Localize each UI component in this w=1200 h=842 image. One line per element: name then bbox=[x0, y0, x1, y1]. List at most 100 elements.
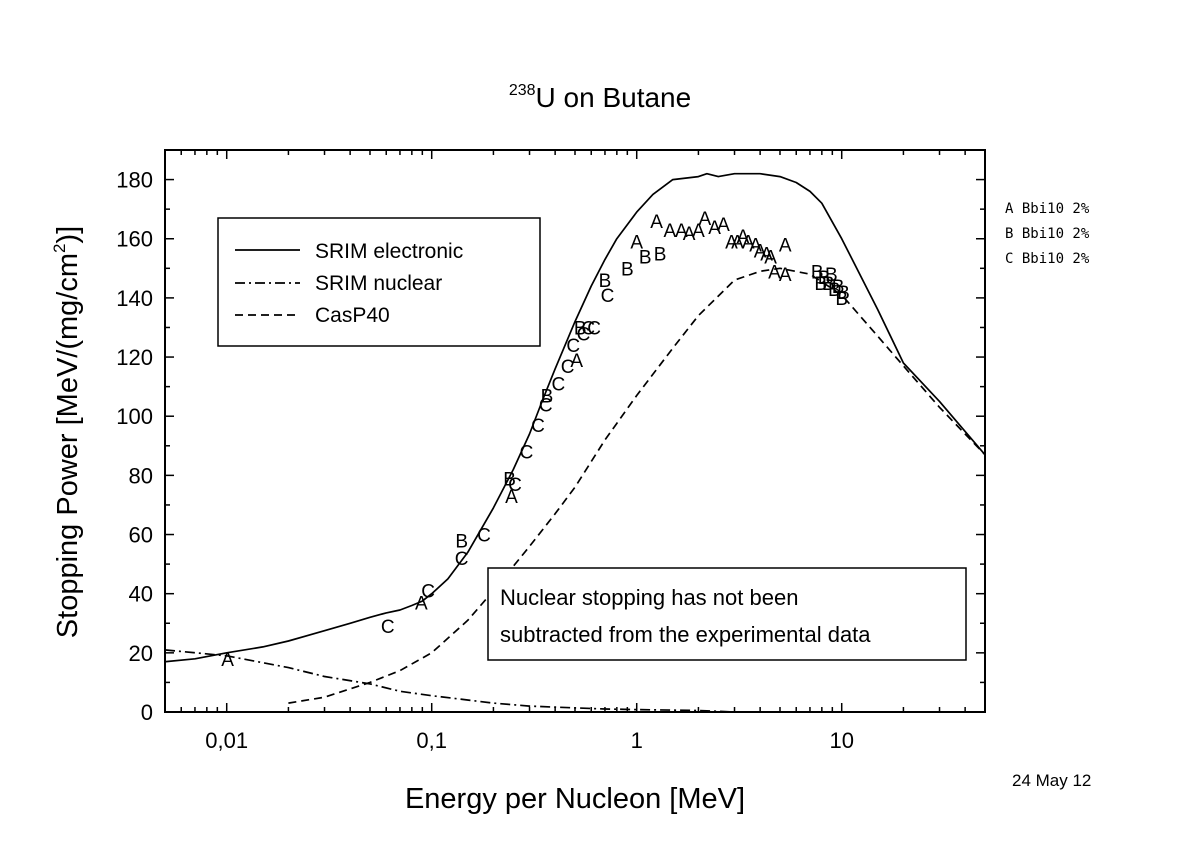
y-tick-label: 0 bbox=[141, 700, 153, 725]
y-tick-label: 80 bbox=[129, 463, 153, 488]
data-point-c: C bbox=[508, 475, 522, 496]
data-point-a: A bbox=[221, 650, 234, 671]
data-point-c: C bbox=[477, 526, 491, 547]
data-point-c: C bbox=[421, 582, 435, 603]
y-tick-label: 60 bbox=[129, 523, 153, 548]
side-legend-a: A Bbi10 2% bbox=[1005, 201, 1090, 217]
y-tick-label: 40 bbox=[129, 582, 153, 607]
data-point-a: A bbox=[760, 245, 773, 266]
data-point-a: A bbox=[779, 265, 792, 286]
side-legend-b: B Bbi10 2% bbox=[1005, 226, 1090, 242]
data-point-b: B bbox=[814, 274, 827, 295]
data-point-b: B bbox=[818, 268, 831, 289]
data-point-b: B bbox=[574, 318, 587, 339]
x-tick-label: 0,01 bbox=[205, 728, 248, 753]
series-line-srim-electronic bbox=[166, 172, 984, 663]
data-point-a: A bbox=[683, 224, 696, 245]
data-point-a: A bbox=[737, 227, 750, 248]
y-tick-label: 180 bbox=[116, 168, 153, 193]
data-point-c: C bbox=[552, 375, 566, 396]
data-point-a: A bbox=[768, 262, 781, 283]
data-point-a: A bbox=[725, 233, 738, 254]
annotation: Nuclear stopping has not been subtracted… bbox=[487, 567, 967, 661]
data-point-c: C bbox=[581, 318, 595, 339]
y-axis-label: Stopping Power [MeV/(mg/cm2)] bbox=[50, 226, 84, 638]
legend: SRIM electronic SRIM nuclear CasP40 bbox=[217, 217, 541, 347]
chart-title-text: U on Butane bbox=[536, 82, 692, 113]
legend-label-srim-nuclear: SRIM nuclear bbox=[315, 272, 442, 295]
data-point-a: A bbox=[699, 209, 712, 230]
legend-box bbox=[217, 217, 541, 347]
data-point-b: B bbox=[822, 274, 835, 295]
y-tick-label: 100 bbox=[116, 404, 153, 429]
data-point-a: A bbox=[630, 233, 643, 254]
data-point-c: C bbox=[531, 416, 545, 437]
data-point-b: B bbox=[835, 289, 848, 310]
data-point-b: B bbox=[837, 283, 850, 304]
data-point-b: B bbox=[455, 531, 468, 552]
data-point-c: C bbox=[566, 336, 580, 357]
data-point-c: C bbox=[601, 286, 615, 307]
data-point-c: C bbox=[381, 617, 395, 638]
series-line-srim-nuclear bbox=[166, 649, 731, 711]
data-point-a: A bbox=[708, 218, 721, 239]
series-line-casp40 bbox=[288, 267, 984, 704]
data-point-b: B bbox=[599, 271, 612, 292]
data-point-a: A bbox=[650, 212, 663, 233]
data-point-b: B bbox=[503, 469, 516, 490]
annotation-line-2: subtracted from the experimental data bbox=[500, 622, 871, 647]
x-axis-ticks: 0,01 0,1 1 10 bbox=[164, 150, 986, 753]
y-tick-label: 120 bbox=[116, 345, 153, 370]
legend-label-srim-electronic: SRIM electronic bbox=[315, 240, 463, 263]
x-tick-label: 10 bbox=[829, 728, 853, 753]
data-point-c: C bbox=[587, 318, 601, 339]
data-point-a: A bbox=[717, 215, 730, 236]
data-point-c: C bbox=[520, 443, 534, 464]
y-axis-label-main: Stopping Power [MeV/(mg/cm bbox=[52, 253, 84, 638]
y-axis-label-sup: 2 bbox=[50, 244, 69, 253]
data-point-c: C bbox=[539, 395, 553, 416]
data-point-b: B bbox=[621, 259, 634, 280]
y-tick-label: 140 bbox=[116, 286, 153, 311]
data-point-c: C bbox=[561, 357, 575, 378]
legend-label-casp40: CasP40 bbox=[315, 304, 390, 327]
chart-title: 238U on Butane bbox=[509, 82, 691, 113]
data-point-c: C bbox=[455, 549, 469, 570]
data-point-a: A bbox=[663, 221, 676, 242]
data-point-a: A bbox=[505, 487, 518, 508]
data-point-b: B bbox=[541, 387, 554, 408]
chart-title-superscript: 238 bbox=[509, 82, 536, 99]
annotation-line-1: Nuclear stopping has not been bbox=[500, 585, 798, 610]
data-point-a: A bbox=[731, 233, 744, 254]
y-axis-ticks: 0 20 40 60 80 100 120 140 160 180 bbox=[116, 168, 985, 725]
data-point-a: A bbox=[675, 221, 688, 242]
data-point-b: B bbox=[828, 280, 841, 301]
data-point-a: A bbox=[779, 236, 792, 257]
data-point-b: B bbox=[825, 265, 838, 286]
date-stamp: 24 May 12 bbox=[1012, 771, 1091, 790]
data-point-a: A bbox=[415, 594, 428, 615]
x-tick-label: 0,1 bbox=[416, 728, 447, 753]
data-point-b: B bbox=[639, 247, 652, 268]
annotation-box bbox=[487, 567, 967, 661]
data-point-a: A bbox=[754, 242, 767, 263]
y-axis-label-end: )] bbox=[52, 226, 84, 244]
data-point-b: B bbox=[654, 245, 667, 266]
data-point-a: A bbox=[692, 221, 705, 242]
data-point-c: C bbox=[577, 324, 591, 345]
side-legend: A Bbi10 2% B Bbi10 2% C Bbi10 2% bbox=[1005, 201, 1090, 267]
data-point-a: A bbox=[570, 351, 583, 372]
data-point-a: A bbox=[749, 236, 762, 257]
data-point-a: A bbox=[742, 233, 755, 254]
data-point-b: B bbox=[811, 262, 824, 283]
x-axis-label: Energy per Nucleon [MeV] bbox=[405, 783, 745, 815]
series-curves bbox=[166, 172, 984, 711]
y-tick-label: 160 bbox=[116, 227, 153, 252]
data-point-b: B bbox=[832, 277, 845, 298]
x-tick-label: 1 bbox=[631, 728, 643, 753]
data-point-a: A bbox=[764, 247, 777, 268]
y-tick-label: 20 bbox=[129, 641, 153, 666]
side-legend-c: C Bbi10 2% bbox=[1005, 251, 1090, 267]
